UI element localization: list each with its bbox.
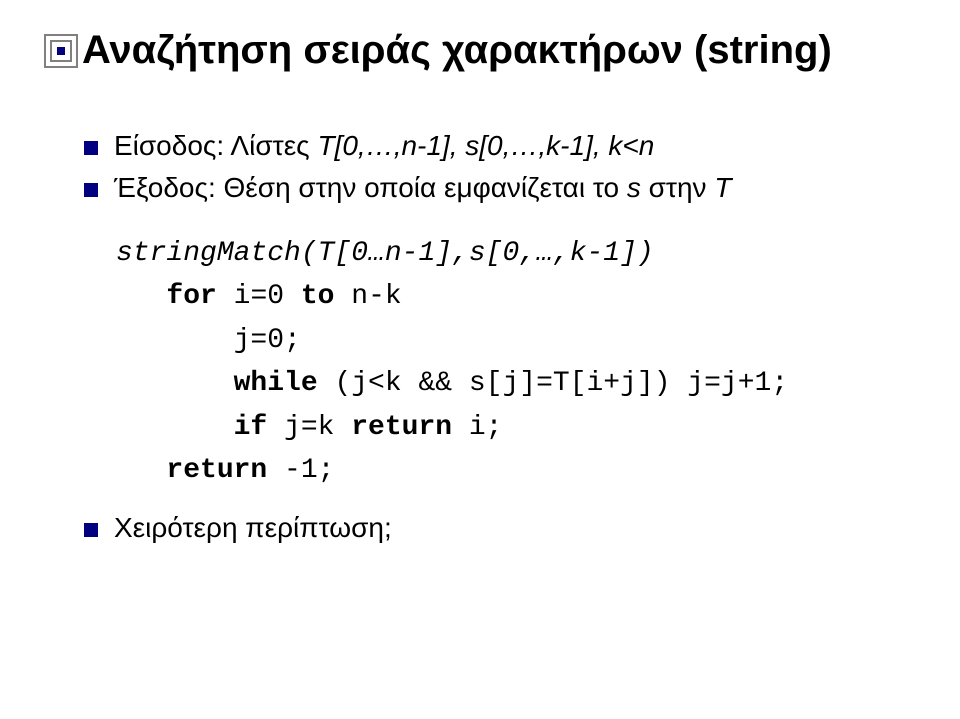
output-var-T: T [714, 172, 731, 203]
slide: Αναζήτηση σειράς χαρακτήρων (string) Είσ… [0, 0, 960, 719]
code-l2-end: n-k [334, 281, 401, 312]
input-label: Είσοδος: [114, 130, 224, 161]
code-l2-mid: i=0 [217, 281, 301, 312]
output-text-2: στην [641, 172, 714, 203]
code-l5-kw2: return [351, 412, 452, 443]
code-l1: stringMatch(T[0…n-1],s[0,…,k-1]) [116, 238, 654, 269]
bullet-input-text: Είσοδος: Λίστες T[0,…,n-1], s[0,…,k-1], … [114, 130, 654, 162]
code-l6-end: -1; [267, 455, 334, 486]
code-l6-kw: return [166, 455, 267, 486]
slide-title: Αναζήτηση σειράς χαρακτήρων (string) [82, 28, 832, 72]
square-bullet-icon [84, 141, 98, 155]
bullet-input: Είσοδος: Λίστες T[0,…,n-1], s[0,…,k-1], … [84, 130, 916, 162]
code-l5-kw1: if [234, 412, 268, 443]
bullet-worst: Χειρότερη περίπτωση; [84, 512, 916, 544]
code-l3: j=0; [234, 325, 301, 356]
title-bullet-icon [44, 34, 78, 68]
square-bullet-icon [84, 523, 98, 537]
worst-case-text: Χειρότερη περίπτωση; [114, 512, 392, 544]
code-l2-kw2: to [301, 281, 335, 312]
bullet-output: Έξοδος: Θέση στην οποία εμφανίζεται το s… [84, 172, 916, 204]
input-text: Λίστες [224, 130, 317, 161]
code-l5-mid: j=k [267, 412, 351, 443]
output-text-1: Θέση στην οποία εμφανίζεται το [216, 172, 627, 203]
square-bullet-icon [84, 183, 98, 197]
code-l2-kw1: for [166, 281, 216, 312]
code-l4-kw: while [234, 368, 318, 399]
code-l5-end: i; [452, 412, 502, 443]
output-label: Έξοδος: [114, 172, 216, 203]
slide-body: Είσοδος: Λίστες T[0,…,n-1], s[0,…,k-1], … [84, 130, 916, 544]
output-var-s: s [627, 172, 641, 203]
code-l4-rest: (j<k && s[j]=T[i+j]) j=j+1; [318, 368, 788, 399]
code-block: stringMatch(T[0…n-1],s[0,…,k-1]) for i=0… [116, 232, 916, 492]
title-row: Αναζήτηση σειράς χαρακτήρων (string) [44, 28, 916, 72]
bullet-output-text: Έξοδος: Θέση στην οποία εμφανίζεται το s… [114, 172, 731, 204]
input-math: T[0,…,n-1], s[0,…,k-1], k<n [317, 130, 654, 161]
